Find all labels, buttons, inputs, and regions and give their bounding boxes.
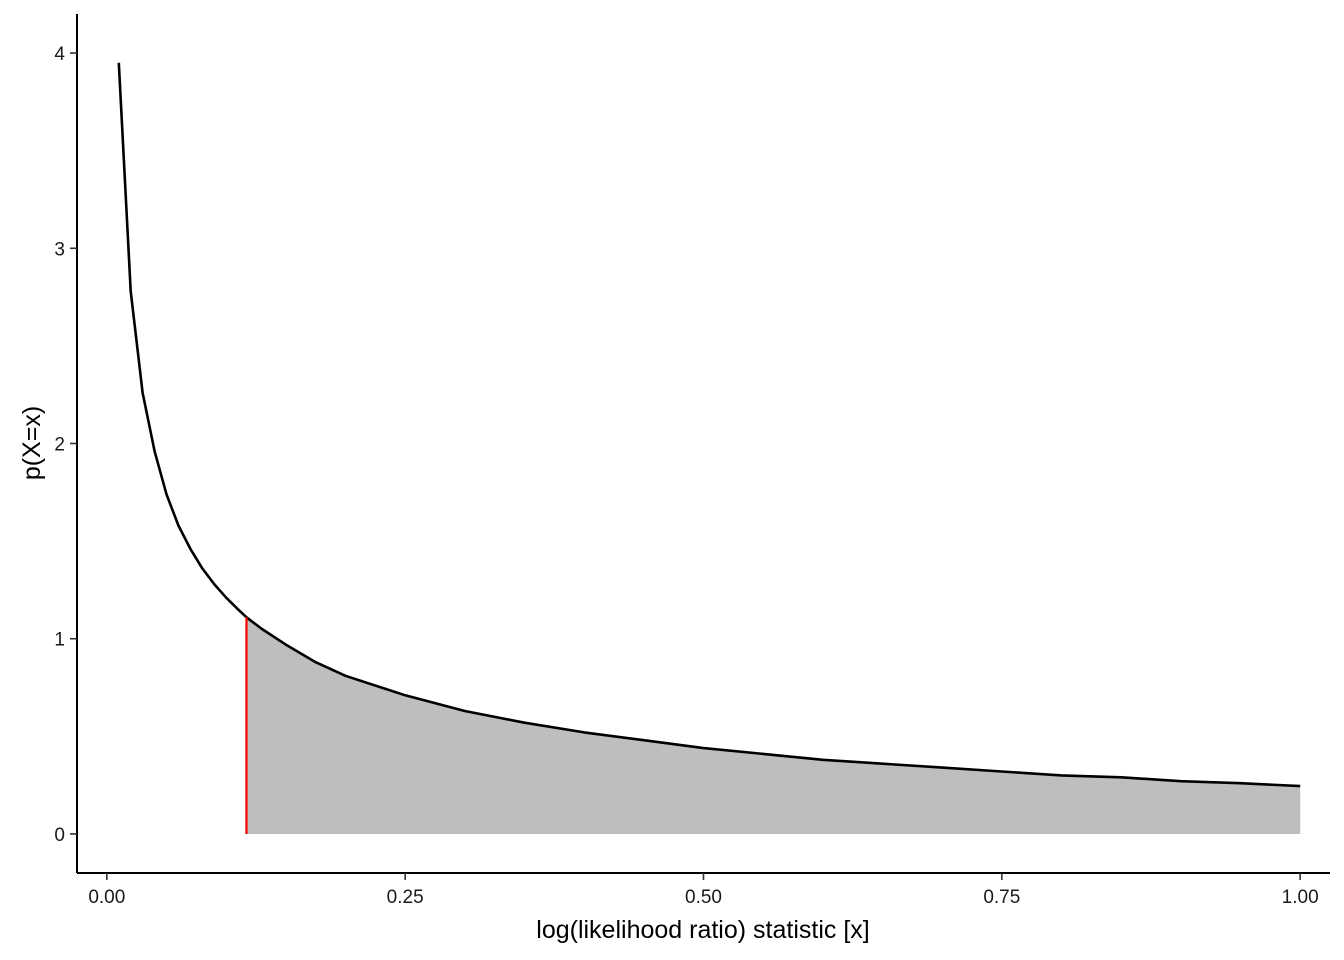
plot-area bbox=[117, 62, 1301, 834]
x-axis-title: log(likelihood ratio) statistic [x] bbox=[536, 916, 869, 944]
y-axis: 0 1 2 3 4 bbox=[54, 14, 78, 873]
density-curve bbox=[117, 62, 1301, 788]
y-tick-label: 4 bbox=[54, 44, 65, 65]
y-axis-title: p(X=x) bbox=[18, 406, 46, 480]
y-tick-label: 0 bbox=[54, 825, 65, 846]
y-tick-label: 1 bbox=[54, 630, 65, 651]
x-tick-label: 0.50 bbox=[685, 887, 722, 908]
x-tick-label: 0.25 bbox=[387, 887, 424, 908]
x-tick-label: 0.75 bbox=[983, 887, 1020, 908]
y-tick-label: 2 bbox=[54, 435, 65, 456]
x-axis: 0.00 0.25 0.50 0.75 1.00 bbox=[77, 872, 1330, 908]
y-tick-label: 3 bbox=[54, 239, 65, 260]
tail-area bbox=[246, 617, 1301, 834]
x-tick-label: 0.00 bbox=[88, 887, 125, 908]
x-tick-label: 1.00 bbox=[1282, 887, 1319, 908]
